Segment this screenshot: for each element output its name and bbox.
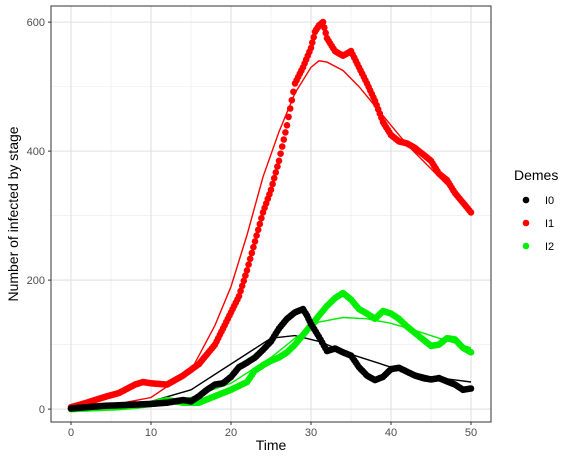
data-point-i1 [322, 29, 330, 37]
x-tick-label: 40 [385, 427, 397, 439]
data-point-i1 [253, 232, 260, 239]
data-point-i1 [319, 18, 327, 26]
data-points [67, 18, 475, 413]
data-point-i0 [467, 385, 475, 392]
y-tick-label: 600 [27, 17, 45, 29]
data-point-i1 [270, 174, 278, 182]
x-tick-label: 0 [68, 427, 74, 439]
data-point-i1 [238, 282, 246, 290]
x-axis-title: Time [256, 437, 287, 453]
legend-title: Demes [514, 167, 558, 183]
data-point-i1 [309, 39, 316, 46]
data-point-i1 [283, 122, 291, 129]
data-point-i1 [275, 157, 283, 165]
data-point-i1 [272, 169, 280, 176]
legend-label-i0: I0 [545, 195, 554, 207]
y-tick-label: 0 [39, 404, 45, 416]
data-point-i1 [246, 255, 254, 263]
data-point-i1 [278, 143, 286, 150]
data-point-i1 [310, 33, 318, 41]
x-tick-label: 50 [465, 427, 477, 439]
legend-label-i1: I1 [545, 218, 554, 230]
data-point-i1 [282, 129, 289, 136]
data-point-i1 [242, 272, 249, 279]
data-point-i1 [307, 44, 315, 52]
data-point-i1 [258, 214, 265, 222]
x-tick-label: 10 [145, 427, 157, 439]
data-point-i1 [248, 249, 256, 257]
data-point-i1 [274, 163, 281, 170]
legend-key-i2 [522, 242, 530, 250]
series-i0 [67, 305, 475, 412]
data-point-i1 [288, 96, 296, 104]
data-point-i1 [240, 277, 248, 285]
y-tick-label: 200 [27, 275, 45, 287]
y-axis-title: Number of infected by stage [5, 126, 21, 301]
legend-label-i2: I2 [545, 241, 554, 253]
data-point-i1 [280, 136, 288, 143]
x-tick-label: 20 [225, 427, 237, 439]
data-point-i1 [250, 243, 257, 251]
data-point-i1 [286, 105, 294, 112]
legend: Demes I0 I1 I2 [514, 167, 558, 253]
data-point-i1 [235, 292, 243, 300]
axis-ticks: 0 10 20 30 40 50 0 200 400 600 [27, 17, 477, 439]
data-point-i1 [321, 24, 328, 31]
legend-key-i1 [522, 219, 530, 227]
data-point-i1 [243, 267, 251, 274]
data-point-i1 [285, 113, 292, 121]
data-point-i1 [245, 261, 252, 268]
data-point-i1 [467, 209, 475, 216]
data-point-i1 [254, 226, 262, 234]
data-point-i1 [269, 180, 276, 188]
data-point-i1 [290, 88, 297, 96]
data-point-i1 [267, 186, 275, 194]
panel-border [50, 5, 492, 423]
data-point-i1 [277, 150, 284, 157]
y-tick-label: 400 [27, 146, 45, 158]
data-point-i1 [237, 287, 244, 295]
legend-key-i0 [522, 196, 530, 204]
x-tick-label: 30 [305, 427, 317, 439]
fit-line-i1 [70, 60, 472, 409]
data-point-i1 [256, 220, 264, 228]
data-point-i1 [251, 238, 259, 245]
data-point-i2 [467, 349, 475, 356]
